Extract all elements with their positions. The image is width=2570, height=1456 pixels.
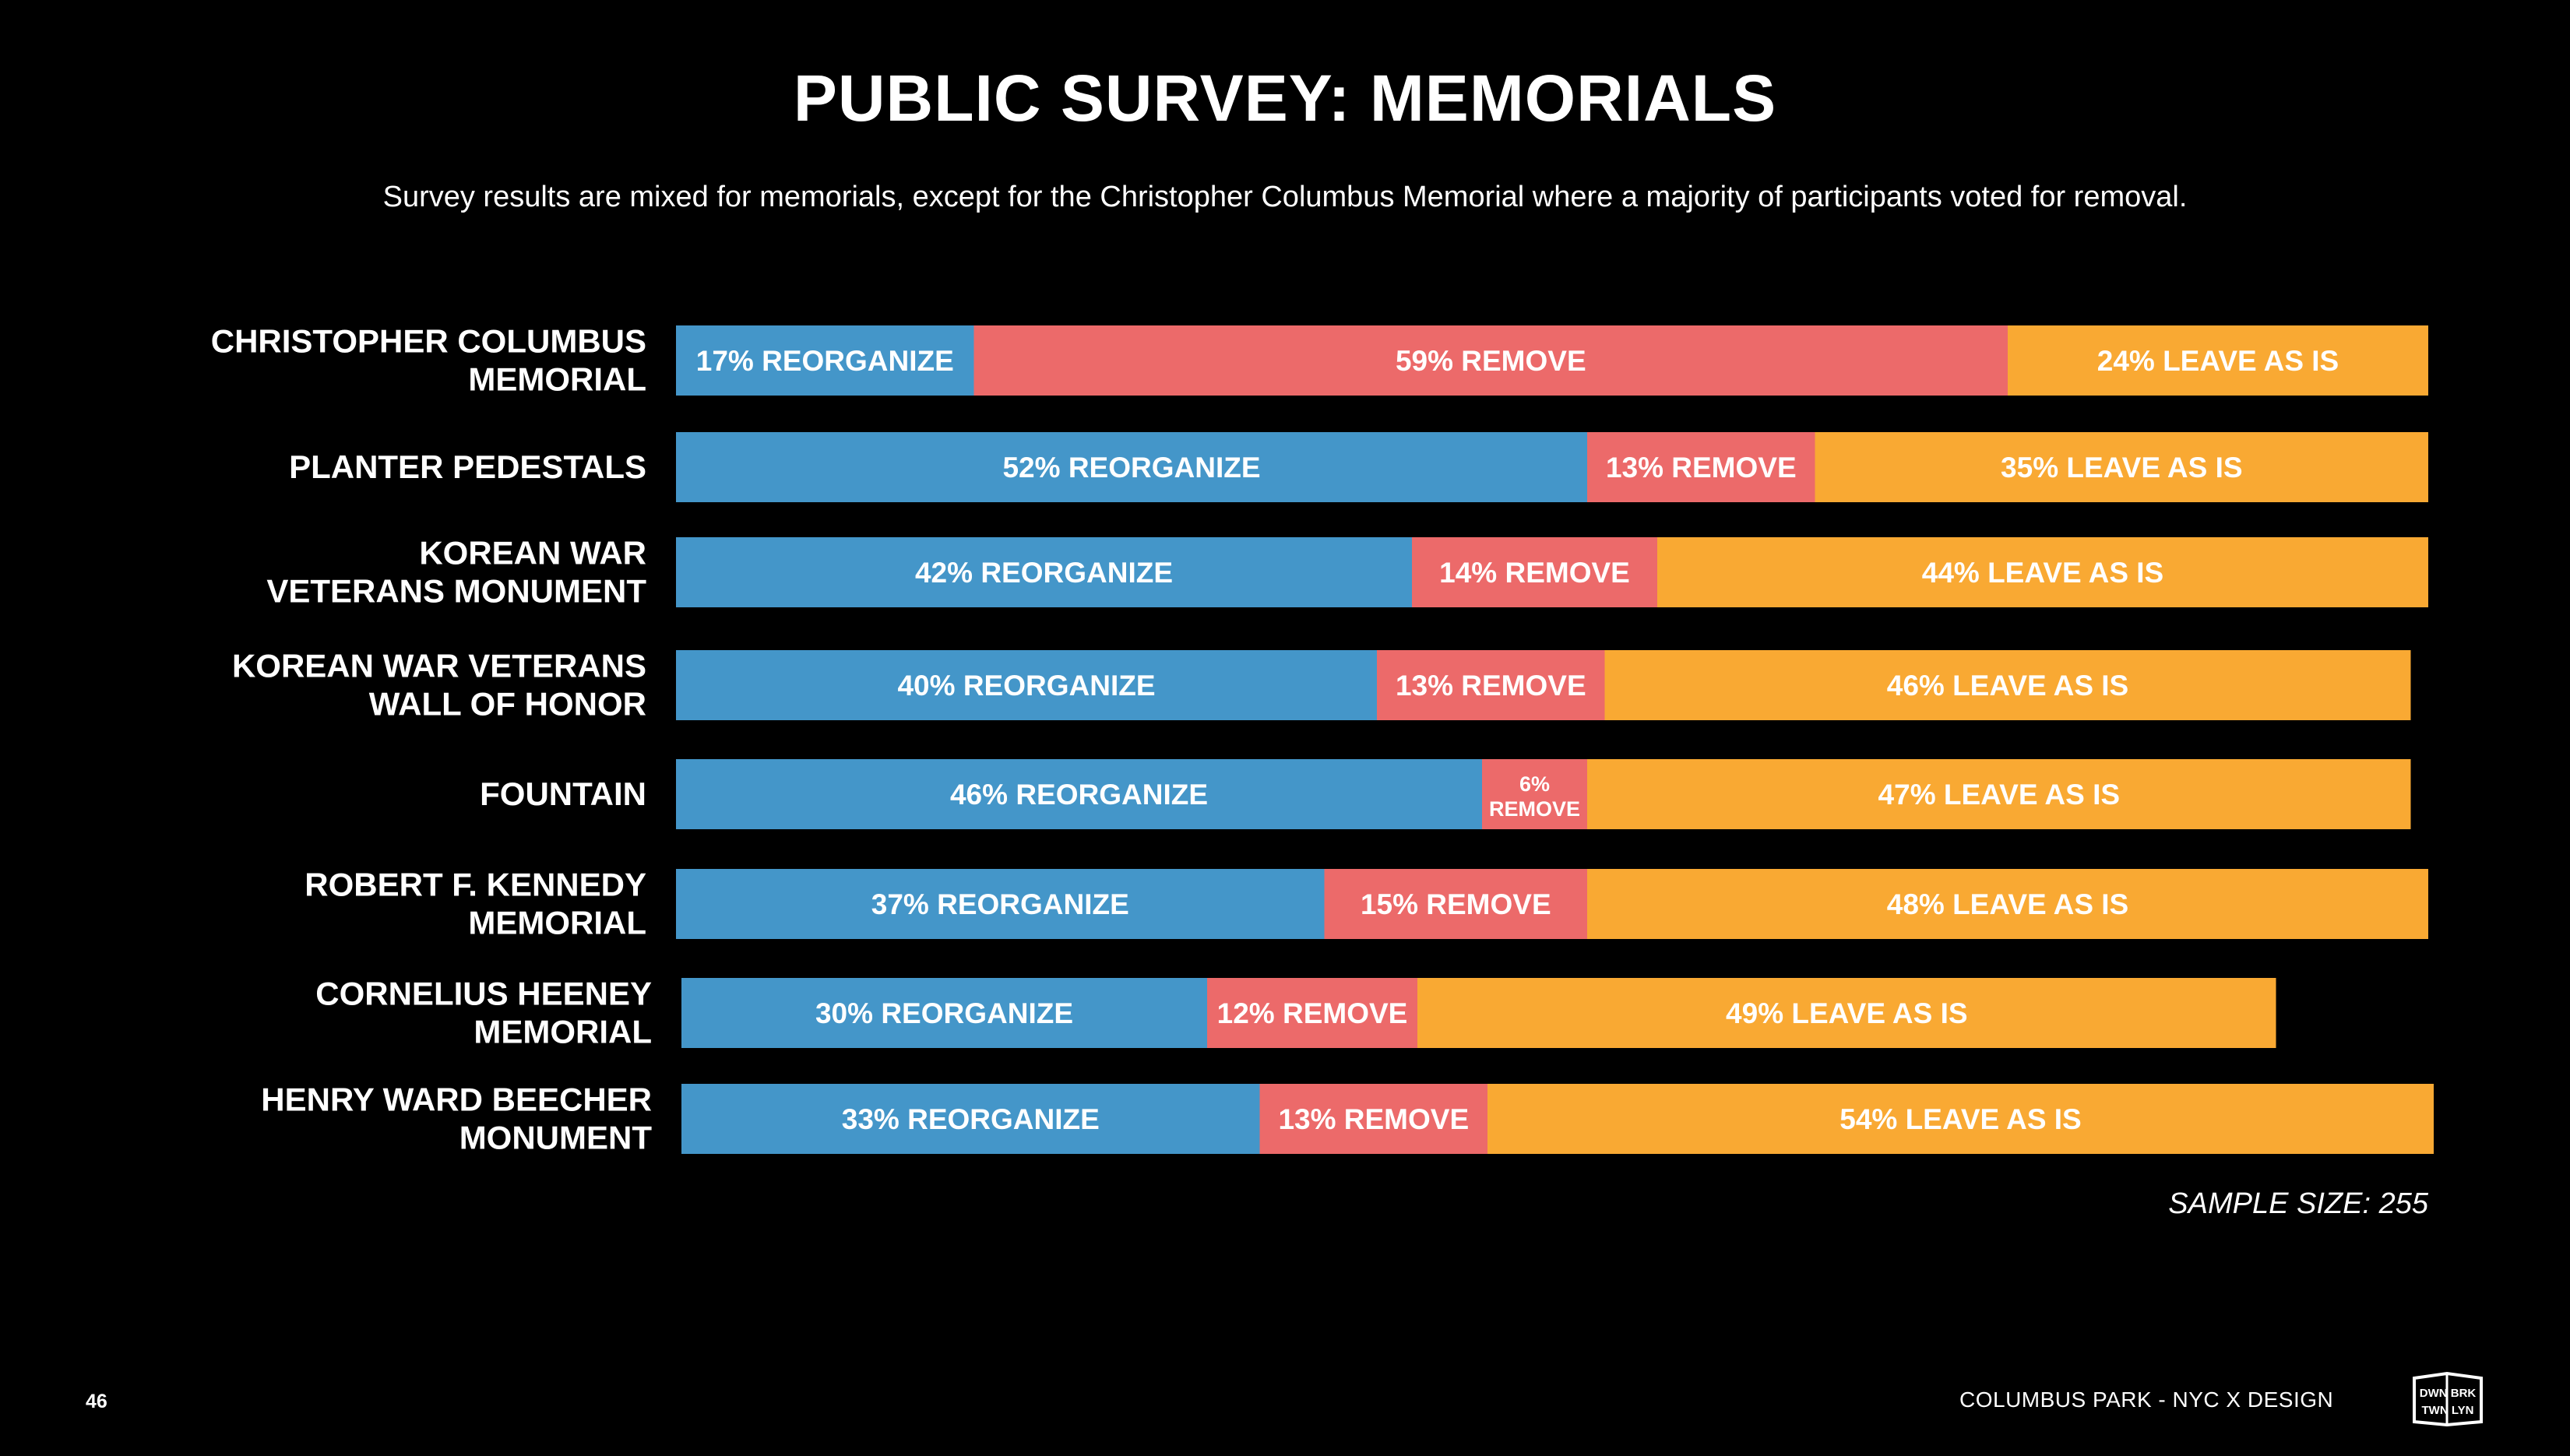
category-label-line: HENRY WARD BEECHER [261,1081,652,1118]
bar-data-label: 40% REORGANIZE [897,670,1155,702]
bar-segment-leave-as-is [1487,1084,2434,1154]
bar-segment-remove [1207,978,1417,1048]
category-label-line: KOREAN WAR [419,535,646,571]
bar-segment-remove [1587,432,1815,502]
category-label: ROBERT F. KENNEDY MEMORIAL [305,867,646,941]
category-label-line: KOREAN WAR VETERANS [232,648,646,684]
bar-segment-leave-as-is [1657,537,2428,607]
bar-data-label: 14% REMOVE [1439,557,1630,589]
bar-segment-leave-as-is [1815,432,2428,502]
bar-segment-reorganize [676,325,974,396]
category-label-line: WALL OF HONOR [369,686,646,723]
bar-segment-remove [973,325,2008,396]
bar-segment-leave-as-is [1587,869,2428,939]
category-label: HENRY WARD BEECHER MONUMENT [261,1081,652,1156]
bar-segment-reorganize [681,1084,1260,1154]
bar-segment-remove [1324,869,1587,939]
bar-data-label: 37% REORGANIZE [871,888,1129,920]
category-label: PLANTER PEDESTALS [289,448,646,485]
bar-segment-remove [1482,759,1587,829]
bar-data-label: 35% LEAVE AS IS [2001,452,2243,484]
bar-segment-reorganize [676,432,1587,502]
page-title: PUBLIC SURVEY: MEMORIALS [793,62,1777,135]
bar-data-label: 44% LEAVE AS IS [1922,557,2164,589]
category-label-line: MEMORIAL [468,361,646,398]
sample-size: SAMPLE SIZE: 255 [2168,1187,2428,1220]
bar-data-label: 46% LEAVE AS IS [1887,670,2129,702]
bar-segment-reorganize [676,537,1412,607]
logo-text-top: DWN BRK [2420,1387,2477,1400]
category-label: KOREAN WAR VETERANS WALL OF HONOR [232,648,646,723]
bar-data-label: 48% LEAVE AS IS [1887,888,2129,920]
dtbk-logo-icon: DWN BRK TWN LYN [2413,1371,2483,1426]
bar-segment-leave-as-is [1604,650,2411,720]
bar-data-label: 42% REORGANIZE [915,557,1173,589]
page-subtitle: Survey results are mixed for memorials, … [382,181,2188,213]
bar-segment-reorganize [681,978,1207,1048]
bar-segment-remove [1259,1084,1487,1154]
bar-data-label-line: REMOVE [1489,797,1580,821]
page-number: 46 [86,1391,107,1412]
category-label-line: FOUNTAIN [480,775,646,812]
category-label-line: MEMORIAL [474,1014,652,1050]
bar-data-label: 13% REMOVE [1396,670,1586,702]
category-label-line: PLANTER PEDESTALS [289,448,646,485]
category-label-line: MEMORIAL [468,905,646,941]
bar-data-label: 17% REORGANIZE [696,345,954,377]
bar-data-label: 52% REORGANIZE [1002,452,1260,484]
bar-data-label: 59% REMOVE [1396,345,1586,377]
bar-segment-reorganize [676,759,1482,829]
bar-data-label: 13% REMOVE [1278,1103,1469,1135]
bar-data-label: 12% REMOVE [1217,997,1408,1029]
bar-segment-leave-as-is [2008,325,2428,396]
logo-text-bottom: TWN LYN [2422,1404,2474,1417]
category-label: CHRISTOPHER COLUMBUS MEMORIAL [211,323,646,398]
bar-data-label-line: 6% [1519,772,1550,796]
bar-data-label: 6% REMOVE [1489,772,1580,821]
bar-segment-reorganize [676,650,1377,720]
footer-text: COLUMBUS PARK - NYC X DESIGN [1959,1387,2334,1412]
bar-segment-reorganize [676,869,1325,939]
bar-data-label: 54% LEAVE AS IS [1839,1103,2082,1135]
bar-segment-leave-as-is [1587,759,2411,829]
bar-data-label: 49% LEAVE AS IS [1726,997,1968,1029]
bar-data-label: 13% REMOVE [1606,452,1797,484]
bar-data-label: 24% LEAVE AS IS [2097,345,2339,377]
bar-data-label: 15% REMOVE [1361,888,1551,920]
category-label-line: MONUMENT [459,1120,653,1156]
bar-data-label: 47% LEAVE AS IS [1878,779,2121,811]
category-label: KOREAN WAR VETERANS MONUMENT [266,535,646,610]
bar-segment-remove [1377,650,1605,720]
category-label-line: CORNELIUS HEENEY [315,976,652,1012]
category-label-line: VETERANS MONUMENT [266,573,646,610]
category-label-line: ROBERT F. KENNEDY [305,867,646,903]
bar-data-label: 46% REORGANIZE [950,779,1208,811]
category-label-line: CHRISTOPHER COLUMBUS [211,323,646,360]
category-label: CORNELIUS HEENEY MEMORIAL [315,976,652,1050]
bar-data-label: 30% REORGANIZE [815,997,1073,1029]
bar-data-label: 33% REORGANIZE [842,1103,1100,1135]
bar-segment-remove [1412,537,1657,607]
bar-segment-leave-as-is [1417,978,2276,1048]
category-label: FOUNTAIN [480,775,646,812]
